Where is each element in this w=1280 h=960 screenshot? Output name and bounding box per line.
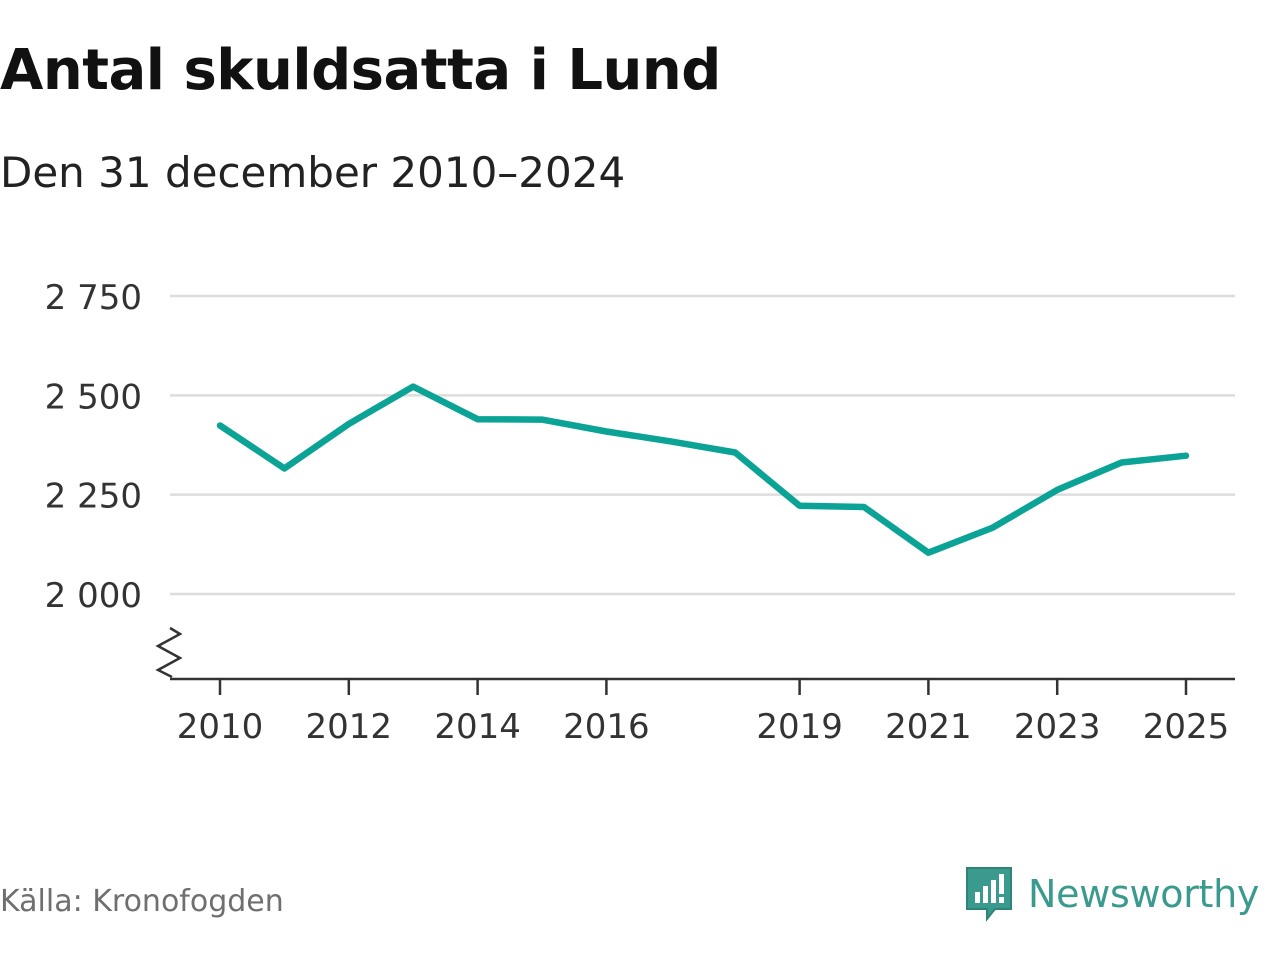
chart-title: Antal skuldsatta i Lund bbox=[0, 38, 721, 103]
x-tick-label: 2016 bbox=[563, 707, 650, 747]
axis-break-icon bbox=[155, 626, 183, 679]
brand-logo: Newsworthy bbox=[964, 865, 1259, 923]
chart-subtitle: Den 31 december 2010–2024 bbox=[0, 148, 626, 197]
y-tick-label: 2 000 bbox=[45, 576, 142, 616]
source-note: Källa: Kronofogden bbox=[0, 884, 284, 919]
x-tick-label: 2025 bbox=[1143, 707, 1230, 747]
series-line bbox=[216, 383, 1190, 556]
x-tick-label: 2012 bbox=[306, 707, 393, 747]
y-tick-label: 2 750 bbox=[45, 278, 142, 318]
y-tick-label: 2 250 bbox=[45, 477, 142, 517]
x-tick-label: 2023 bbox=[1014, 707, 1101, 747]
brand-name: Newsworthy bbox=[1028, 872, 1260, 916]
x-tick-label: 2019 bbox=[756, 707, 843, 747]
x-tick-label: 2010 bbox=[177, 707, 264, 747]
newsworthy-logo-icon bbox=[966, 867, 1012, 922]
y-tick-label: 2 500 bbox=[45, 377, 142, 417]
x-tick-label: 2014 bbox=[434, 707, 521, 747]
x-tick-label: 2021 bbox=[885, 707, 972, 747]
